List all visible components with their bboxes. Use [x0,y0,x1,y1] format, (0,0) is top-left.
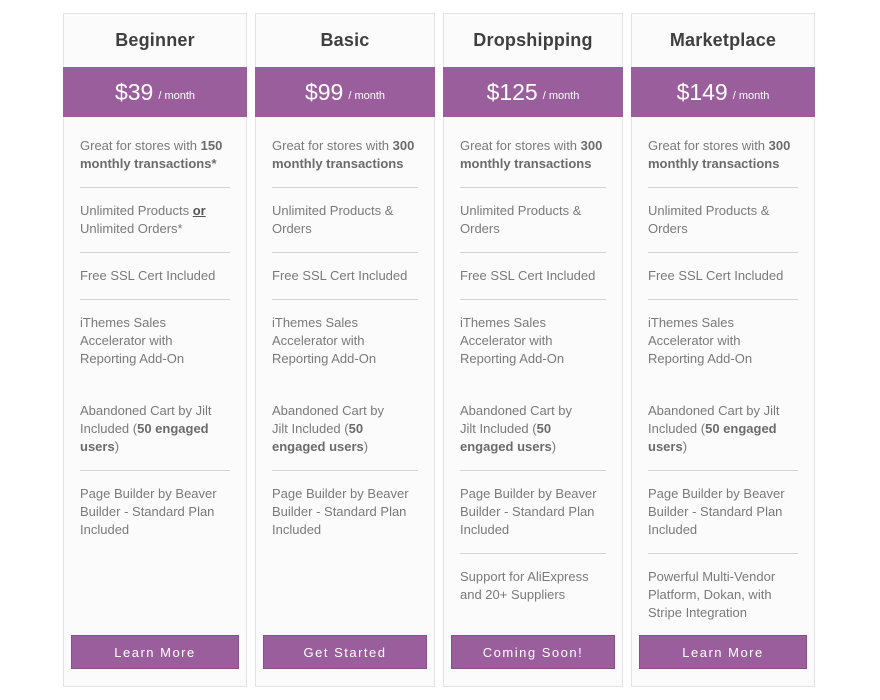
plan-title: Beginner [115,30,195,50]
feature-item: Unlimited Products & Orders [460,188,606,253]
feature-text: Abandoned Cart by Jilt Included ( [648,403,780,436]
feature-item: Abandoned Cart by Jilt Included (50 enga… [272,402,418,471]
price-band: $39 / month [63,67,247,117]
feature-text: Unlimited Products & Orders [460,203,582,236]
feature-text: Abandoned Cart by Jilt Included ( [80,403,212,436]
feature-item: Free SSL Cert Included [460,253,606,300]
feature-text: iThemes Sales Accelerator with Reporting… [460,315,565,366]
feature-item: Abandoned Cart by Jilt Included (50 enga… [80,402,230,471]
feature-item: iThemes Sales Accelerator with Reporting… [460,300,606,402]
feature-text: Unlimited Products & Orders [272,203,394,236]
feature-item: Abandoned Cart by Jilt Included (50 enga… [648,402,798,471]
plan-title: Dropshipping [473,30,593,50]
feature-text: Page Builder by Beaver Builder - Standar… [80,486,217,537]
feature-item: Great for stores with 300 monthly transa… [272,117,418,188]
feature-list: Great for stores with 300 monthly transa… [632,117,814,636]
feature-emphasis: or [192,203,206,218]
feature-item: iThemes Sales Accelerator with Reporting… [80,300,230,402]
feature-text: ) [682,439,688,454]
feature-item: Abandoned Cart by Jilt Included (50 enga… [460,402,606,471]
feature-text: Free SSL Cert Included [80,268,216,283]
feature-item: Free SSL Cert Included [648,253,798,300]
feature-item: Support for AliExpress and 20+ Suppliers [460,554,606,618]
feature-highlight: 50 engaged users [648,421,777,454]
feature-item: Page Builder by Beaver Builder - Standar… [460,471,606,554]
feature-text: Free SSL Cert Included [272,268,408,283]
feature-text: iThemes Sales Accelerator with Reporting… [80,315,185,366]
feature-text: Great for stores with [460,138,581,153]
feature-item: Great for stores with 150 monthly transa… [80,117,230,188]
price-band: $99 / month [255,67,435,117]
feature-text: Page Builder by Beaver Builder - Standar… [272,486,409,537]
feature-item: Powerful Multi-Vendor Platform, Dokan, w… [648,554,798,636]
price-period: / month [542,89,580,102]
feature-text: Unlimited Products & Orders [648,203,770,236]
feature-item: Unlimited Products or Unlimited Orders* [80,188,230,253]
feature-highlight: 300 monthly transactions [272,138,415,171]
feature-text: Support for AliExpress and 20+ Suppliers [460,569,589,602]
feature-text: Page Builder by Beaver Builder - Standar… [648,486,785,537]
price-period: / month [158,89,196,102]
feature-list: Great for stores with 150 monthly transa… [64,117,246,553]
plan-price: $149 [676,78,728,105]
feature-text: iThemes Sales Accelerator with Reporting… [648,315,753,366]
feature-text: Page Builder by Beaver Builder - Standar… [460,486,597,537]
feature-text: ) [114,439,120,454]
feature-item: Unlimited Products & Orders [648,188,798,253]
feature-item: Free SSL Cert Included [80,253,230,300]
feature-item: Page Builder by Beaver Builder - Standar… [648,471,798,554]
cta-button-beginner[interactable]: Learn More [71,635,239,669]
feature-text: Great for stores with [80,138,201,153]
feature-item: Free SSL Cert Included [272,253,418,300]
feature-item: Great for stores with 300 monthly transa… [648,117,798,188]
feature-item: iThemes Sales Accelerator with Reporting… [272,300,418,402]
feature-highlight: 300 monthly transactions [460,138,603,171]
feature-item: Page Builder by Beaver Builder - Standar… [272,471,418,553]
cta-button-marketplace[interactable]: Learn More [639,635,807,669]
price-period: / month [732,89,770,102]
feature-text: Unlimited Products [80,203,193,218]
plan-card-basic: Basic $99 / month Great for stores with 300… [255,13,435,687]
cta-button-basic[interactable]: Get Started [263,635,427,669]
feature-item: Unlimited Products & Orders [272,188,418,253]
feature-text: Free SSL Cert Included [460,268,596,283]
price-period: / month [348,89,386,102]
feature-list: Great for stores with 300 monthly transa… [256,117,434,553]
plan-price: $99 [304,78,344,105]
feature-item: iThemes Sales Accelerator with Reporting… [648,300,798,402]
feature-item: Great for stores with 300 monthly transa… [460,117,606,188]
feature-highlight: 150 monthly transactions* [80,138,223,171]
feature-text: ) [551,439,557,454]
feature-text: Abandoned Cart by Jilt Included ( [272,403,385,436]
feature-highlight: 300 monthly transactions [648,138,791,171]
feature-text: Powerful Multi-Vendor Platform, Dokan, w… [648,569,776,620]
feature-highlight: 50 engaged users [460,421,552,454]
feature-text: Great for stores with [648,138,769,153]
feature-text: Free SSL Cert Included [648,268,784,283]
feature-text: Unlimited Orders* [80,221,183,236]
plan-card-beginner: Beginner $39 / month Great for stores with … [63,13,247,687]
plan-card-dropshipping: Dropshipping $125 / month Great for stores … [443,13,623,687]
plan-price: $39 [114,78,154,105]
price-band: $149 / month [631,67,815,117]
plan-price: $125 [486,78,538,105]
feature-text: Abandoned Cart by Jilt Included ( [460,403,573,436]
feature-highlight: 50 engaged users [272,421,364,454]
cta-button-dropshipping[interactable]: Coming Soon! [451,635,615,669]
feature-text: Great for stores with [272,138,393,153]
feature-text: iThemes Sales Accelerator with Reporting… [272,315,377,366]
feature-item: Page Builder by Beaver Builder - Standar… [80,471,230,553]
feature-text: ) [363,439,369,454]
plan-title: Basic [320,30,370,50]
plan-card-marketplace: Marketplace $149 / month Great for stores w… [631,13,815,687]
price-band: $125 / month [443,67,623,117]
plan-title: Marketplace [669,30,777,50]
feature-list: Great for stores with 300 monthly transa… [444,117,622,618]
feature-highlight: 50 engaged users [80,421,209,454]
